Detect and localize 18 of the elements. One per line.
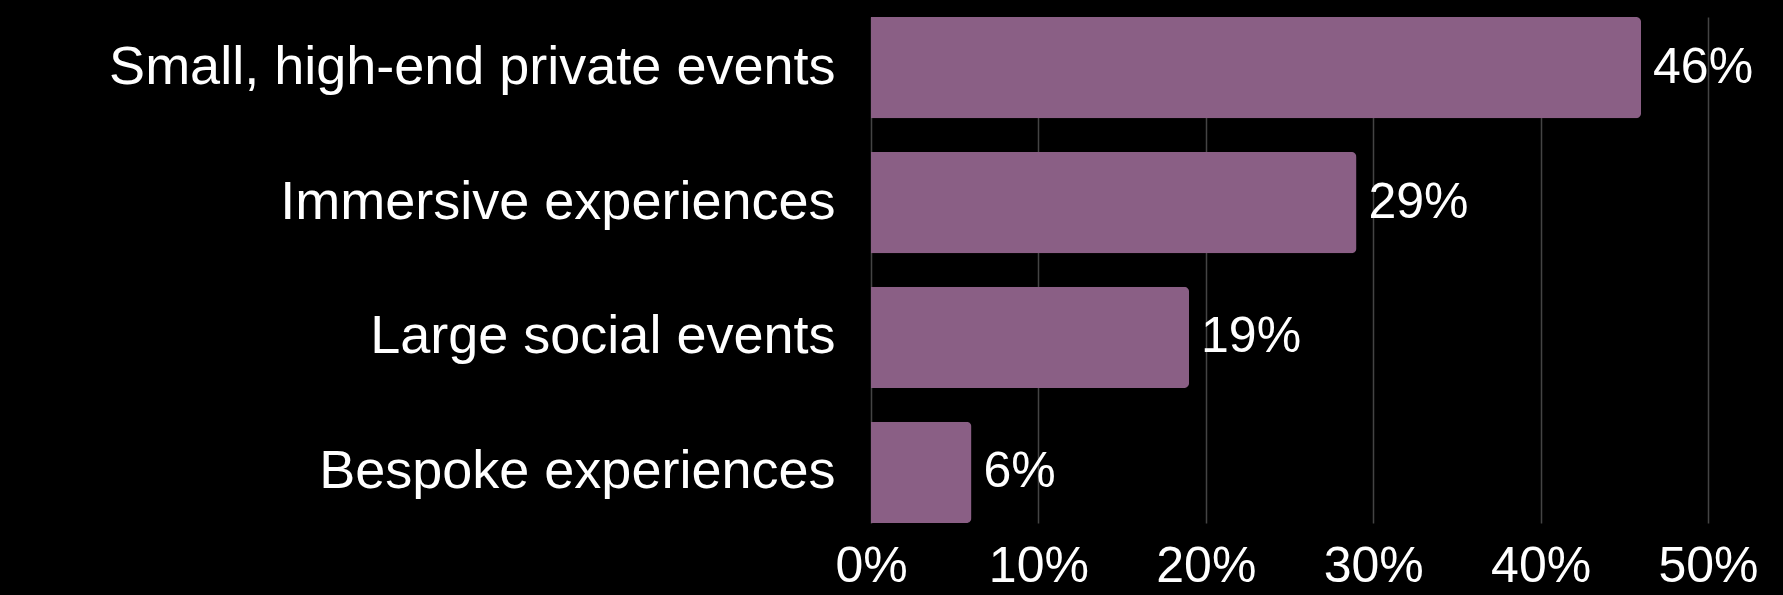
data-label: 29% <box>1368 172 1469 229</box>
data-label: 6% <box>983 442 1056 499</box>
x-tick-label: 10% <box>988 536 1089 593</box>
x-tick-label: 0% <box>835 536 908 593</box>
x-tick-label: 50% <box>1658 536 1759 593</box>
x-tick-label: 20% <box>1156 536 1257 593</box>
bar <box>871 17 1642 119</box>
bar <box>871 151 1357 254</box>
y-tick-label: Small, high-end private events <box>109 34 836 95</box>
y-tick-label: Bespoke experiences <box>319 439 836 500</box>
data-label: 46% <box>1653 37 1754 94</box>
y-tick-label: Immersive experiences <box>280 169 836 230</box>
x-tick-label: 40% <box>1491 536 1592 593</box>
x-tick-label: 30% <box>1323 536 1424 593</box>
bar <box>871 421 972 523</box>
data-label: 19% <box>1201 307 1302 364</box>
bar <box>871 286 1190 389</box>
y-tick-label: Large social events <box>370 304 836 365</box>
